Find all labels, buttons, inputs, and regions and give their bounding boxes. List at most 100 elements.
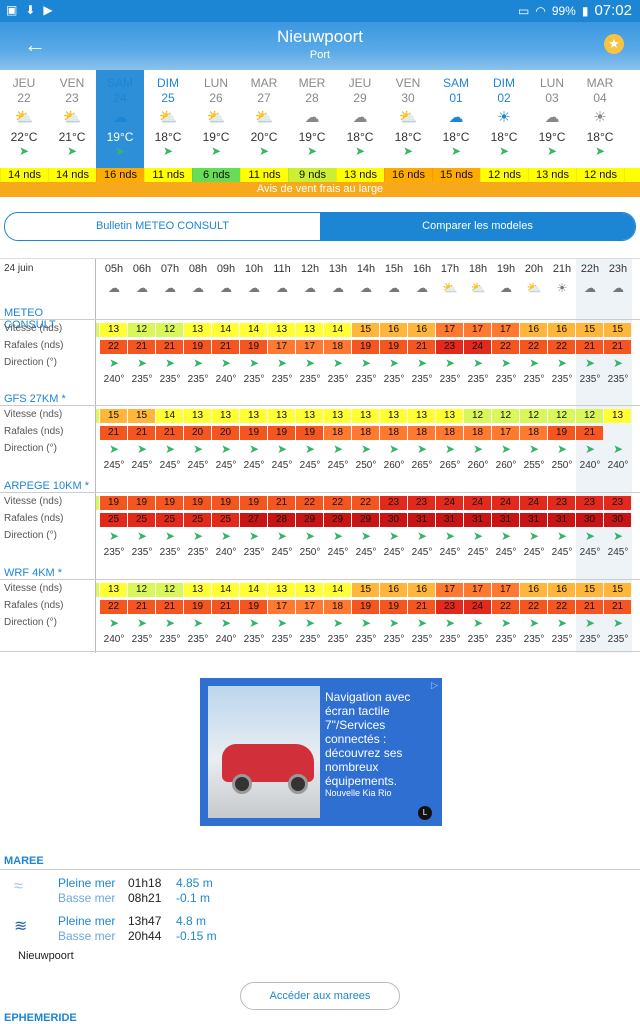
direction-value: 240°: [215, 634, 237, 645]
day-tab[interactable]: VEN 30 ⛅ 18°C ➤: [384, 70, 432, 168]
direction-value: 245°: [579, 547, 601, 558]
wind-arrow-icon: ➤: [500, 442, 512, 456]
speed-cell: 23: [380, 496, 407, 510]
weather-icon: ☁: [192, 281, 204, 295]
gust-cell: [96, 340, 99, 354]
speed-cell: 24: [492, 496, 519, 510]
gust-cell: 17: [296, 600, 323, 614]
gust-cell: 21: [604, 340, 631, 354]
high-tide-height: 4.8 m: [176, 914, 207, 928]
speed-cell: 22: [352, 496, 379, 510]
wind-arrow-icon: ➤: [360, 616, 372, 630]
divider: [0, 492, 640, 493]
day-tab[interactable]: MER 28 ☁ 19°C ➤: [288, 70, 336, 168]
day-tab[interactable]: JEU 22 ⛅ 22°C ➤: [0, 70, 48, 168]
star-icon[interactable]: ★: [604, 34, 624, 54]
arrow-left-icon[interactable]: ←: [24, 32, 46, 57]
wind-arrow-icon: ➤: [444, 616, 456, 630]
tab-bulletin[interactable]: Bulletin METEO CONSULT: [95, 220, 230, 232]
direction-value: 235°: [159, 547, 181, 558]
direction-value: 235°: [299, 374, 321, 385]
daily-wind-cell: 11 nds: [240, 168, 288, 182]
weather-icon: ☁: [304, 281, 316, 295]
wind-arrow-icon: ➤: [18, 144, 30, 158]
direction-value: 235°: [327, 634, 349, 645]
speed-cell: 13: [100, 323, 127, 337]
row-label-speed: Vitesse (nds): [4, 496, 63, 507]
hour-column: 20h ⛅ 16 22 ➤ 235° 12 18 ➤ 255° 24 31 ➤ 245° 16 22 ➤ 235°: [520, 259, 548, 653]
wind-arrow-icon: ➤: [248, 442, 260, 456]
wind-arrow-icon: ➤: [304, 529, 316, 543]
gust-cell: 21: [156, 340, 183, 354]
tides-button[interactable]: Accéder aux marees: [240, 982, 400, 1010]
gust-cell: 29: [352, 513, 379, 527]
direction-value: 245°: [271, 547, 293, 558]
day-tab[interactable]: LUN 03 ☁ 19°C ➤: [528, 70, 576, 168]
tab-compare-models[interactable]: Comparer les modeles: [320, 213, 635, 240]
day-tab[interactable]: SAM 24 ☁ 19°C ➤: [96, 70, 144, 168]
direction-value: 245°: [187, 460, 209, 471]
day-tab[interactable]: SAM 01 ☁ 18°C ➤: [432, 70, 480, 168]
adchoices-icon[interactable]: ▷: [431, 680, 438, 690]
gust-cell: 17: [296, 340, 323, 354]
wifi-icon: ◠: [535, 3, 546, 18]
day-tab[interactable]: [624, 70, 640, 168]
hour-label: 05h: [104, 263, 124, 275]
direction-value: 245°: [131, 460, 153, 471]
wind-arrow-icon: ➤: [136, 616, 148, 630]
speed-cell: 16: [548, 323, 575, 337]
row-label-gust: Rafales (nds): [4, 426, 64, 437]
wind-arrow-icon: ➤: [164, 356, 176, 370]
direction-value: 260°: [467, 460, 489, 471]
day-tab[interactable]: MAR 27 ⛅ 20°C ➤: [240, 70, 288, 168]
day-tab[interactable]: LUN 26 ⛅ 19°C ➤: [192, 70, 240, 168]
direction-value: 245°: [327, 460, 349, 471]
hour-column: ☁3➤5°5➤5°3➤0°3➤5°: [96, 259, 100, 653]
gust-cell: 19: [184, 600, 211, 614]
day-tab[interactable]: JEU 29 ☁ 18°C ➤: [336, 70, 384, 168]
model-name[interactable]: WRF 4KM *: [4, 567, 63, 579]
direction-value: 255°: [523, 460, 545, 471]
direction-value: 235°: [131, 634, 153, 645]
speed-cell: 15: [576, 583, 603, 597]
direction-value: 250°: [551, 460, 573, 471]
speed-cell: 16: [380, 323, 407, 337]
divider: [0, 405, 640, 406]
wind-arrow-icon: ➤: [220, 442, 232, 456]
hour-label: 07h: [160, 263, 180, 275]
day-temperature: 18°C: [346, 130, 374, 144]
model-name[interactable]: ARPEGE 10KM *: [4, 480, 89, 492]
gust-cell: [604, 426, 631, 440]
model-name[interactable]: GFS 27KM *: [4, 393, 66, 405]
model-name[interactable]: METEO CONSULT: [4, 307, 56, 331]
wind-arrow-icon: ➤: [162, 144, 174, 158]
row-label-dir: Direction (°): [4, 443, 57, 454]
direction-value: 235°: [607, 634, 629, 645]
advertisement[interactable]: Navigation avec écran tactile 7"/Service…: [200, 678, 442, 826]
wind-arrow-icon: ➤: [556, 529, 568, 543]
speed-cell: 22: [296, 496, 323, 510]
daily-wind-cell: 14 nds: [48, 168, 96, 182]
gust-cell: 31: [548, 513, 575, 527]
weather-icon: ☁: [248, 281, 260, 295]
wind-arrow-icon: ➤: [612, 529, 624, 543]
gust-cell: 23: [436, 600, 463, 614]
wind-arrow-icon: ➤: [444, 529, 456, 543]
day-tab[interactable]: VEN 23 ⛅ 21°C ➤: [48, 70, 96, 168]
weather-icon: ☁: [612, 281, 624, 295]
day-tab[interactable]: DIM 02 ☀ 18°C ➤: [480, 70, 528, 168]
day-tab[interactable]: DIM 25 ⛅ 18°C ➤: [144, 70, 192, 168]
hour-columns[interactable]: ☁3➤5°5➤5°3➤0°3➤5° 05h ☁ 13 22 ➤ 240° 15 21 ➤ 245° 1…: [96, 259, 640, 653]
wind-arrow-icon: ➤: [472, 529, 484, 543]
divider: [0, 319, 640, 320]
hour-column: 18h ⛅ 17 24 ➤ 235° 12 18 ➤ 260° 24 31 ➤ 245° 17 24 ➤ 235°: [464, 259, 492, 653]
speed-cell: 13: [268, 323, 295, 337]
wind-arrow-icon: ➤: [306, 144, 318, 158]
weather-icon: ☁: [500, 281, 512, 295]
day-tab[interactable]: MAR 04 ☀ 18°C ➤: [576, 70, 624, 168]
low-tide-height: -0.15 m: [176, 929, 217, 943]
gust-cell: 21: [212, 600, 239, 614]
direction-value: 265°: [439, 460, 461, 471]
direction-value: 235°: [159, 634, 181, 645]
speed-cell: 13: [436, 409, 463, 423]
